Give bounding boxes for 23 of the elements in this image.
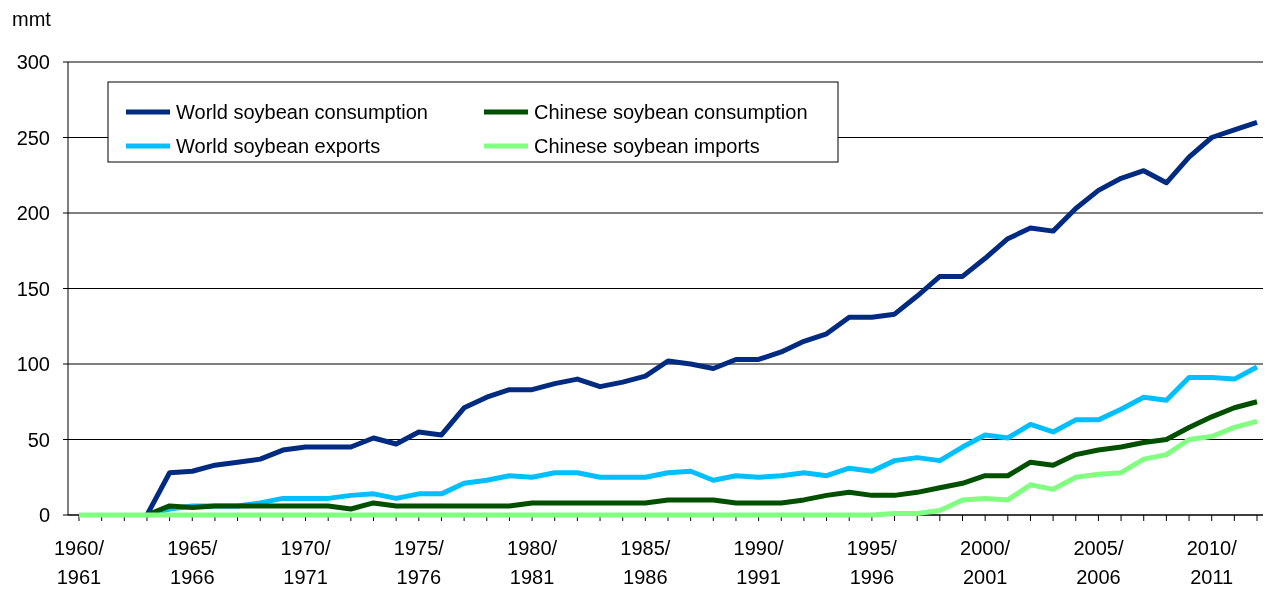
y-tick-label: 50 (27, 428, 50, 451)
y-tick-label: 250 (16, 126, 50, 149)
x-tick-label: 1990/1991 (733, 537, 785, 588)
y-tick-label: 150 (16, 277, 50, 300)
x-tick-label: 2000/2001 (960, 537, 1011, 588)
x-tick-label: 2010/2011 (1186, 537, 1238, 588)
x-tick-label: 1975/1976 (393, 537, 445, 588)
x-tick-label: 1970/1971 (280, 537, 331, 588)
legend-label: World soybean exports (176, 135, 381, 157)
y-tick-label: 300 (16, 51, 50, 73)
x-tick-label: 1965/1966 (167, 537, 218, 588)
y-axis-title: mmt (12, 8, 52, 30)
legend-label: World soybean consumption (176, 101, 428, 123)
x-tick-label: 2005/2006 (1073, 537, 1124, 588)
x-tick-label: 1995/1996 (846, 537, 898, 588)
y-tick-label: 100 (16, 353, 50, 375)
x-tick-label: 1960/1961 (53, 537, 105, 588)
y-tick-label: 0 (38, 504, 50, 526)
x-tick-label: 1980/1981 (507, 537, 558, 588)
legend-label: Chinese soybean imports (534, 135, 760, 157)
x-tick-label: 1985/1986 (620, 537, 671, 588)
y-tick-label: 200 (16, 202, 50, 224)
legend-label: Chinese soybean consumption (534, 101, 808, 123)
